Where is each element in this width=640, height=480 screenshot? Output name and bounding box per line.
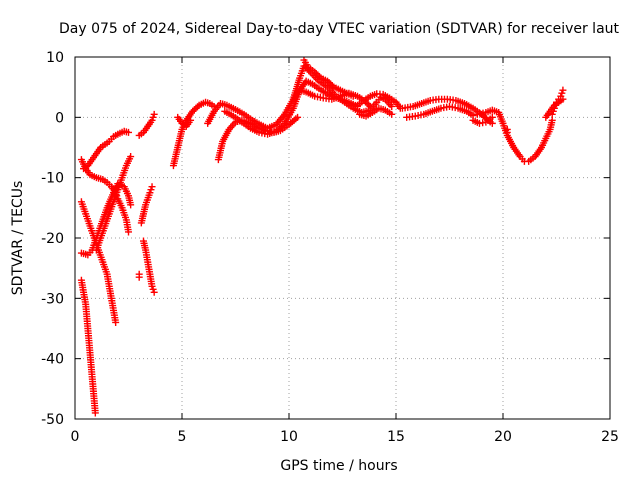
data-point [488, 113, 496, 121]
data-point [135, 273, 143, 281]
series-arc-03 [77, 198, 120, 326]
data-point [187, 116, 195, 124]
data-point [315, 73, 323, 81]
data-point [127, 153, 135, 161]
series-arc-15 [221, 77, 361, 138]
plot-frame [74, 56, 611, 420]
series-arc-07 [135, 110, 158, 139]
data-point [503, 125, 511, 133]
axis-ticks: 0 5 10 15 20 25 -50 -40 -30 -20 -10 0 10 [41, 50, 619, 445]
x-tick-label: 5 [178, 429, 187, 445]
data-point [91, 409, 99, 417]
data-point [112, 318, 120, 326]
data-point [349, 92, 357, 100]
series-arc-24 [503, 125, 511, 136]
data-point [365, 101, 373, 109]
data-point [127, 201, 135, 209]
series-arc-21 [403, 102, 477, 121]
data-point [559, 86, 567, 94]
data-point [488, 119, 496, 127]
series-arc-22 [473, 106, 556, 165]
series-arc-10 [135, 270, 143, 281]
data-point [125, 128, 132, 136]
data-point [194, 103, 202, 111]
series-arc-09 [139, 237, 158, 296]
x-axis-label: GPS time / hours [280, 458, 397, 474]
y-tick-label: -20 [41, 231, 64, 247]
series-arc-18 [353, 90, 404, 112]
chart-title: Day 075 of 2024, Sidereal Day-to-day VTE… [59, 21, 620, 37]
series-arc-19 [356, 104, 396, 120]
series-arc-12 [174, 113, 195, 130]
y-tick-label: -40 [41, 352, 64, 368]
series-arc-05 [92, 153, 135, 254]
x-tick-label: 10 [280, 429, 298, 445]
series-arc-06 [77, 276, 99, 417]
data-point [388, 110, 396, 118]
x-tick-label: 0 [71, 429, 80, 445]
x-tick-label: 25 [601, 429, 619, 445]
y-tick-label: -30 [41, 291, 64, 307]
series-arc-02 [80, 127, 132, 173]
y-tick-label: 10 [46, 50, 64, 66]
grid-lines [75, 57, 610, 419]
series-arc-11 [169, 98, 218, 170]
data-point [150, 110, 158, 118]
series-arc-26 [542, 95, 567, 121]
y-axis-label: SDTVAR / TECUs [10, 181, 26, 296]
x-tick-label: 15 [387, 429, 405, 445]
y-tick-label: -50 [41, 412, 64, 428]
data-point [388, 102, 396, 110]
data-point [548, 116, 556, 124]
series-arc-08 [137, 183, 156, 227]
data-point [150, 288, 158, 296]
y-tick-label: -10 [41, 171, 64, 187]
data-point [294, 113, 302, 121]
series-arc-17 [300, 56, 357, 100]
data-point [125, 228, 132, 236]
series-arc-23 [469, 113, 496, 127]
data-point [559, 95, 567, 103]
data-point [328, 82, 336, 90]
x-tick-label: 20 [494, 429, 512, 445]
data-markers [77, 56, 567, 417]
y-tick-label: 0 [55, 110, 64, 126]
data-point [366, 102, 374, 110]
data-point [148, 183, 156, 191]
